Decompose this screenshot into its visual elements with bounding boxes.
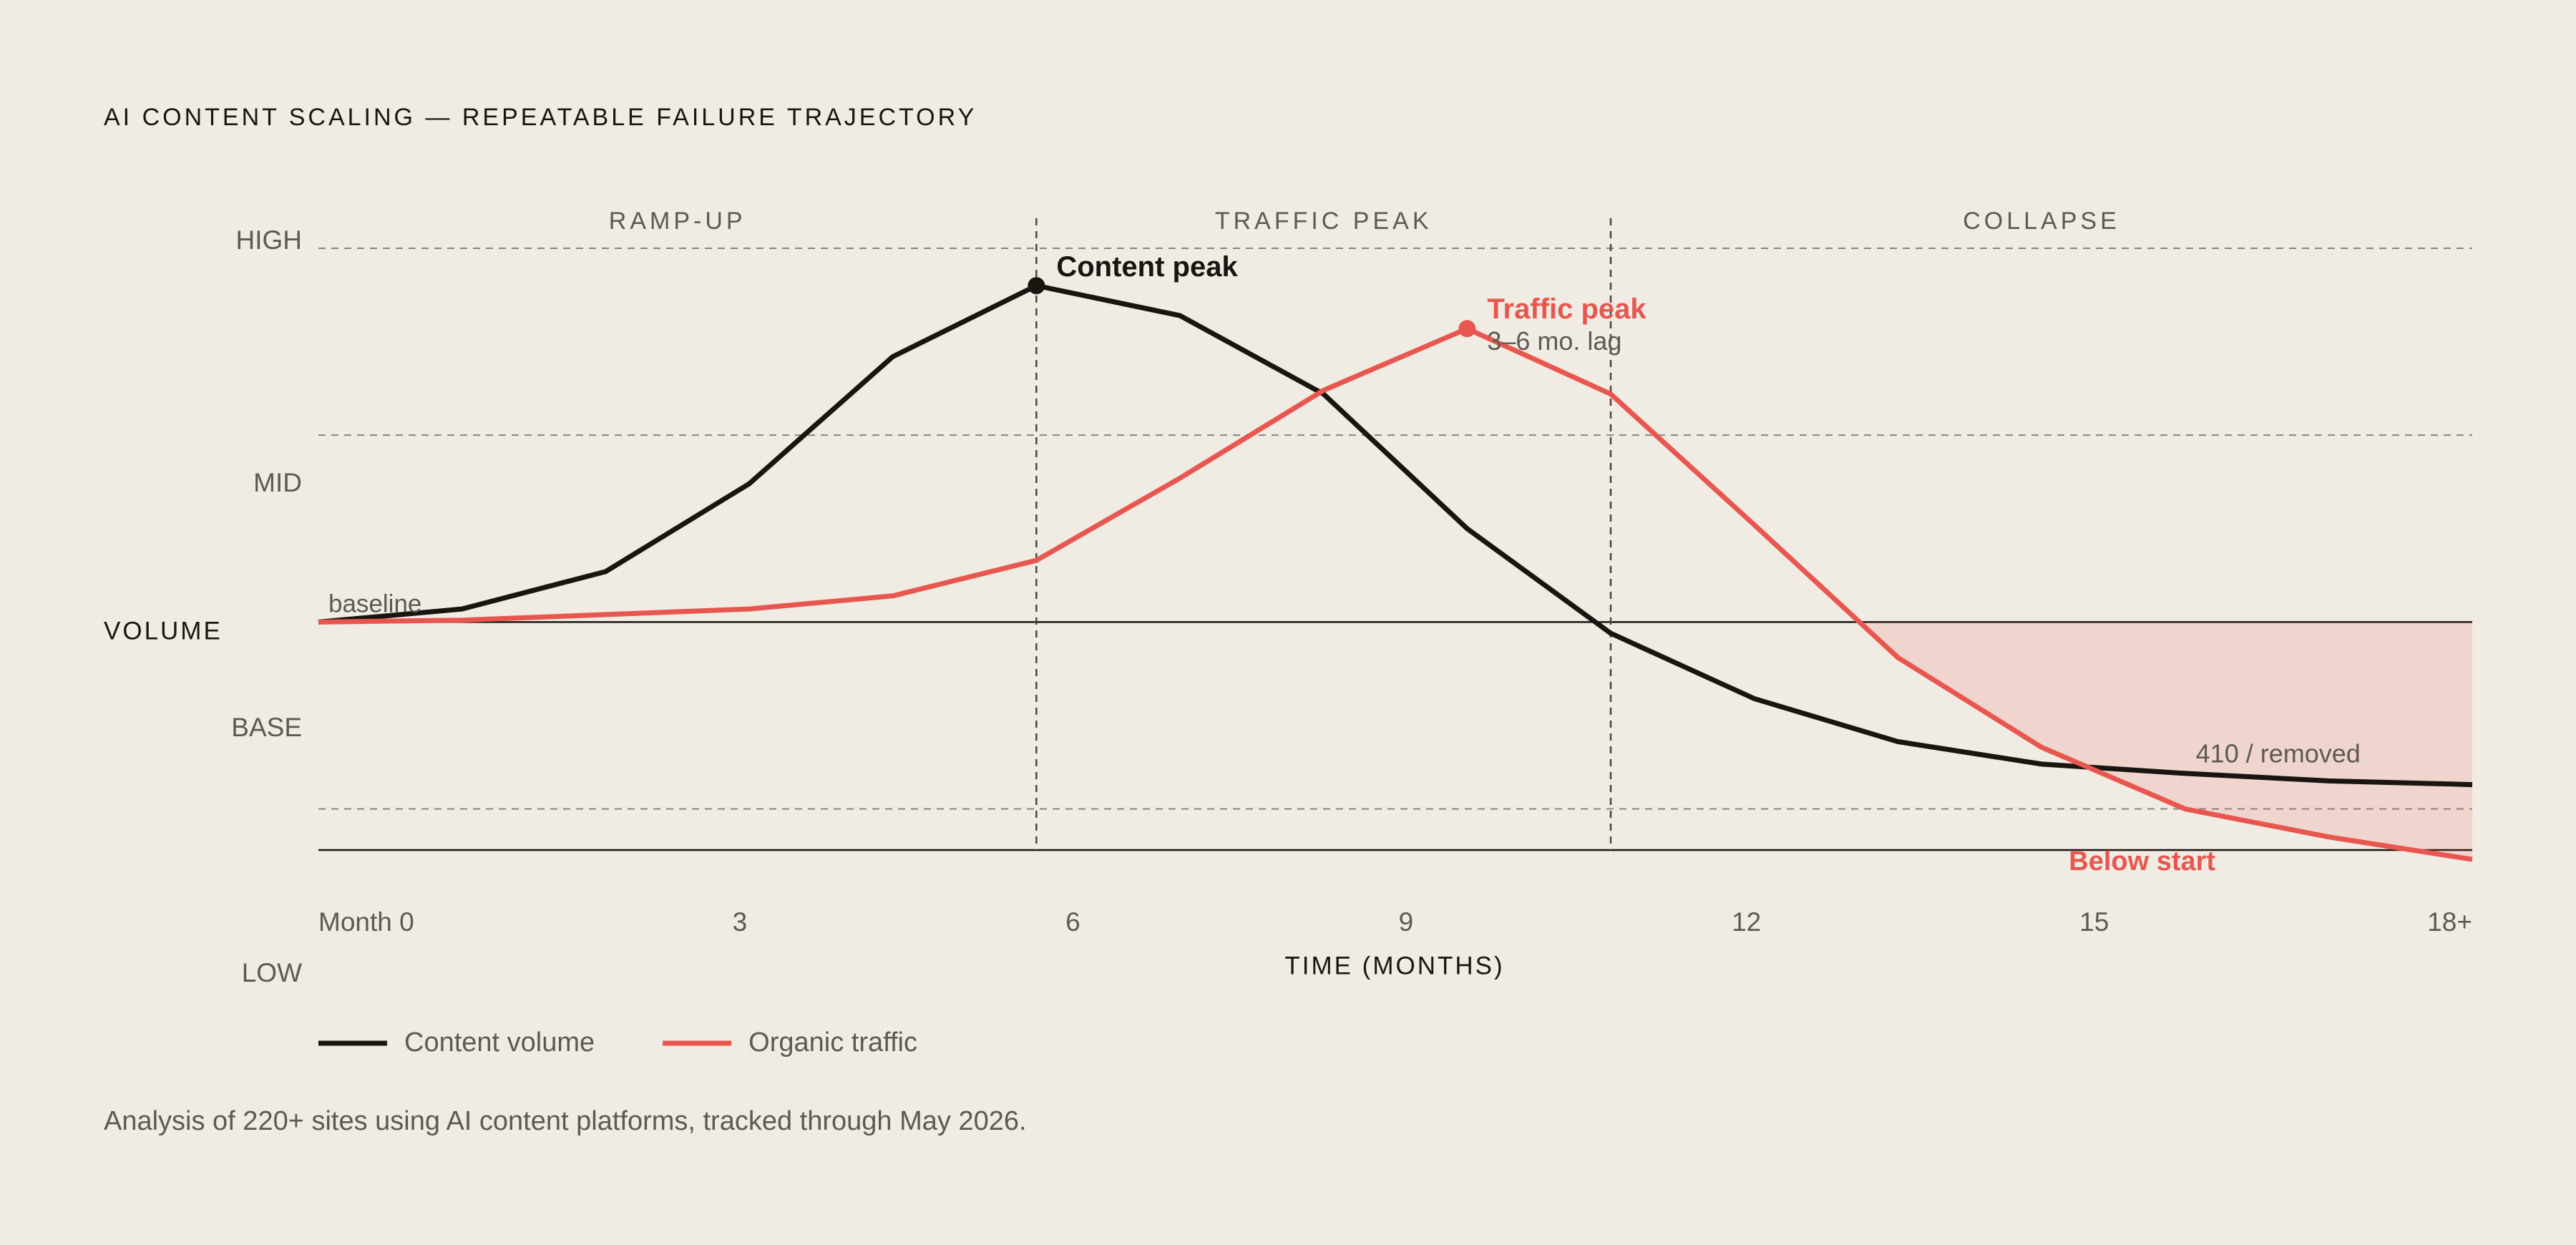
legend-label: Content volume xyxy=(404,1027,595,1058)
y-level-label: LOW xyxy=(242,958,302,987)
annotation: Traffic peak xyxy=(1487,293,1646,325)
x-tick-label: 12 xyxy=(1732,907,1761,937)
annotation: 3–6 mo. lag xyxy=(1487,326,1621,356)
below-baseline-shade xyxy=(1859,622,2472,860)
y-level-label: HIGH xyxy=(236,225,303,255)
phase-label: RAMP-UP xyxy=(609,208,746,235)
x-tick-label: 18+ xyxy=(2427,907,2472,937)
traffic-peak-dot xyxy=(1458,320,1476,338)
phase-label: TRAFFIC PEAK xyxy=(1215,208,1433,235)
x-tick-label: 3 xyxy=(733,907,748,937)
y-level-label: BASE xyxy=(231,713,302,742)
annotation: baseline xyxy=(328,590,421,618)
content-peak-dot xyxy=(1028,277,1045,295)
y-level-label: MID xyxy=(253,468,302,497)
annotation: Content peak xyxy=(1056,251,1238,283)
x-axis-label: TIME (MONTHS) xyxy=(1284,952,1504,980)
x-tick-label: 15 xyxy=(2079,907,2109,937)
series-line xyxy=(318,283,2473,788)
phase-label: COLLAPSE xyxy=(1963,208,2120,235)
annotation: Below start xyxy=(2069,846,2215,877)
footnote: Analysis of 220+ sites using AI content … xyxy=(104,1106,1027,1136)
series-line xyxy=(318,326,2473,862)
annotation: 410 / removed xyxy=(2196,738,2361,768)
x-tick-label: 6 xyxy=(1065,907,1080,937)
x-tick-label: Month 0 xyxy=(318,907,414,937)
y-axis-label: VOLUME xyxy=(104,617,223,645)
chart-title: AI CONTENT SCALING — REPEATABLE FAILURE … xyxy=(104,104,977,131)
x-tick-label: 9 xyxy=(1399,907,1414,937)
legend-label: Organic traffic xyxy=(748,1027,917,1058)
